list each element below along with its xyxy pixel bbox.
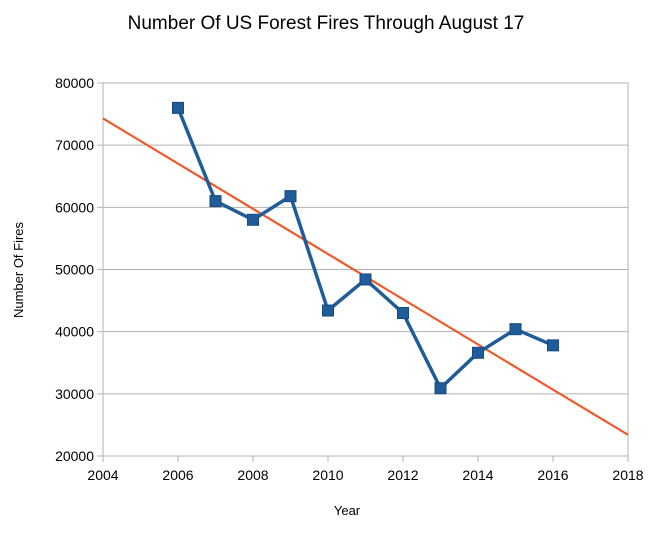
data-point [509,323,522,336]
series-layer [102,101,629,436]
data-point [322,304,334,317]
x-tick-label: 2016 [537,467,568,483]
data-point [284,190,297,203]
x-tick-label: 2006 [162,467,193,483]
y-tick-label: 20000 [55,448,94,464]
data-point [434,382,447,395]
data-point [247,213,259,226]
y-tick-label: 30000 [55,386,94,402]
x-tick-label: 2014 [462,467,493,483]
data-point [359,273,372,286]
data-point [547,339,559,352]
x-tick-label: 2004 [87,467,118,483]
x-tick-label: 2010 [312,467,343,483]
y-tick-label: 40000 [55,324,94,340]
x-axis-ticks: 2004 2006 2008 2010 2012 2014 2016 2018 [87,456,644,483]
x-axis-label: Year [334,503,361,518]
y-tick-label: 50000 [55,262,94,278]
x-tick-label: 2018 [612,467,643,483]
chart-title: Number Of US Forest Fires Through August… [128,13,525,34]
series-line [176,107,554,390]
x-tick-label: 2012 [387,467,418,483]
data-point [172,101,184,114]
data-point [472,346,484,359]
data-point [209,195,222,208]
x-tick-label: 2008 [237,467,268,483]
y-tick-label: 60000 [55,199,94,215]
data-point [397,307,409,320]
y-axis-ticks: 20000 30000 40000 50000 60000 70000 80000 [55,75,103,464]
y-tick-label: 70000 [55,137,94,153]
y-tick-label: 80000 [55,75,94,91]
y-axis-label: Number Of Fires [11,221,26,318]
grid [103,82,628,457]
